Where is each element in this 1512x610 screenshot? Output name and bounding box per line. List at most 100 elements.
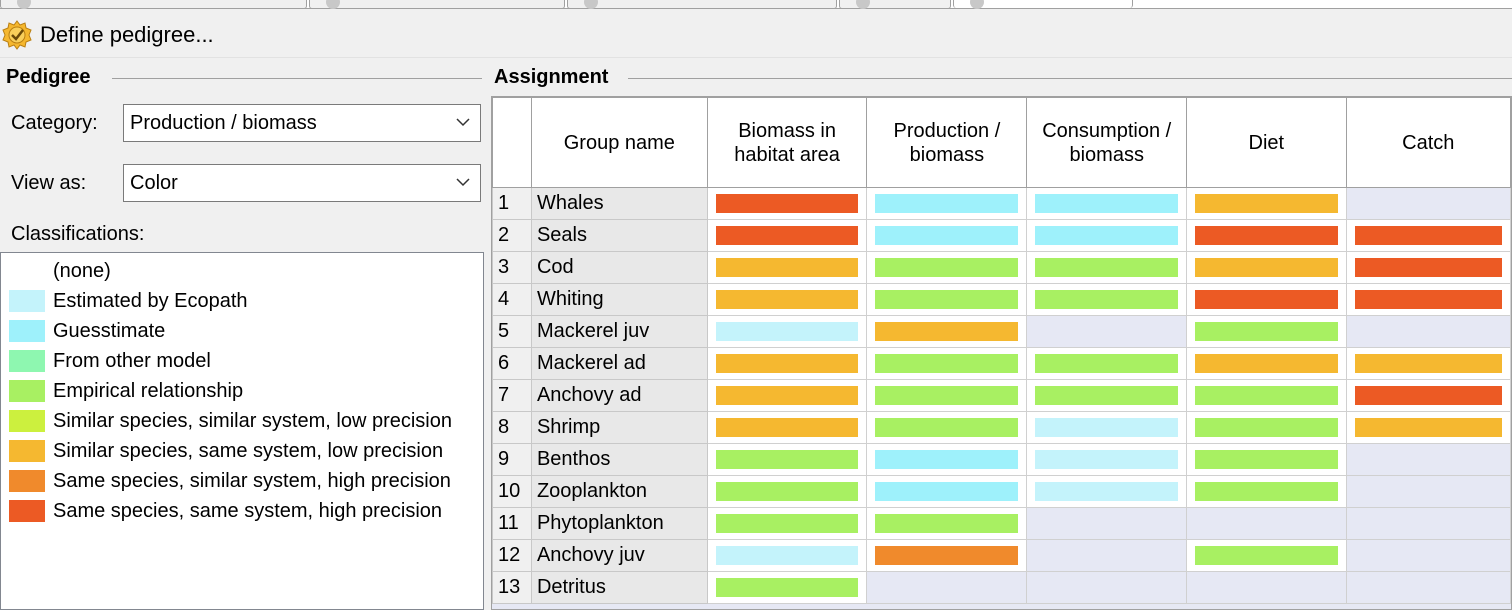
pedigree-cell[interactable] — [706, 187, 868, 220]
pedigree-cell[interactable] — [706, 475, 868, 508]
color-swatch — [9, 380, 45, 402]
pedigree-cell[interactable] — [1026, 251, 1188, 284]
pedigree-color-bar — [715, 322, 859, 341]
tab-pedigree[interactable] — [953, 0, 1133, 9]
define-pedigree-button[interactable]: Define pedigree... — [2, 19, 214, 51]
pedigree-cell — [1345, 507, 1511, 540]
pedigree-cell[interactable] — [866, 379, 1028, 412]
tab-1[interactable] — [0, 0, 307, 9]
pedigree-cell[interactable] — [706, 443, 868, 476]
classification-item[interactable]: Guesstimate — [9, 316, 165, 346]
tab-4[interactable] — [839, 0, 951, 9]
pedigree-cell[interactable] — [866, 475, 1028, 508]
pedigree-cell[interactable] — [866, 443, 1028, 476]
pedigree-cell[interactable] — [1186, 475, 1347, 508]
grid-header-row: Group name Biomass in habitat area Product… — [492, 97, 1511, 188]
group-name-header[interactable]: Group name — [530, 97, 708, 188]
classification-item[interactable]: Same species, similar system, high preci… — [9, 466, 451, 496]
pedigree-cell[interactable] — [1186, 539, 1347, 572]
pedigree-color-bar — [1195, 258, 1338, 277]
classification-item[interactable]: Similar species, similar system, low pre… — [9, 406, 452, 436]
pedigree-cell[interactable] — [706, 539, 868, 572]
pedigree-cell[interactable] — [866, 507, 1028, 540]
pedigree-cell[interactable] — [1345, 219, 1511, 252]
pedigree-cell — [1186, 571, 1347, 604]
pedigree-cell[interactable] — [1345, 411, 1511, 444]
assignment-group-title: Assignment — [494, 66, 617, 89]
pedigree-cell[interactable] — [706, 507, 868, 540]
column-header[interactable]: Consumption / biomass — [1026, 97, 1188, 188]
table-row: 9 Benthos — [492, 443, 1511, 476]
viewas-select[interactable]: Color — [123, 164, 481, 202]
classification-item[interactable]: (none) — [9, 256, 111, 286]
classification-item[interactable]: Same species, same system, high precisio… — [9, 496, 442, 526]
pedigree-cell[interactable] — [866, 315, 1028, 348]
pedigree-cell[interactable] — [1026, 411, 1188, 444]
classifications-list[interactable]: (none) Estimated by Ecopath Guesstimate Fro… — [0, 252, 484, 610]
pedigree-cell[interactable] — [1026, 219, 1188, 252]
pedigree-color-bar — [1035, 386, 1179, 405]
pedigree-cell[interactable] — [866, 187, 1028, 220]
viewas-value: Color — [130, 171, 178, 194]
pedigree-cell[interactable] — [1186, 347, 1347, 380]
pedigree-cell[interactable] — [1186, 251, 1347, 284]
pedigree-cell[interactable] — [1026, 475, 1188, 508]
pedigree-cell[interactable] — [706, 571, 868, 604]
pedigree-cell[interactable] — [1345, 347, 1511, 380]
pedigree-cell[interactable] — [1026, 379, 1188, 412]
pedigree-color-bar — [1195, 354, 1338, 373]
pedigree-color-bar — [1195, 418, 1338, 437]
classification-item[interactable]: Empirical relationship — [9, 376, 243, 406]
pedigree-color-bar — [875, 482, 1019, 501]
pedigree-color-bar — [1195, 194, 1338, 213]
pedigree-cell[interactable] — [1026, 283, 1188, 316]
pedigree-cell[interactable] — [1186, 219, 1347, 252]
pedigree-cell[interactable] — [866, 347, 1028, 380]
classification-item[interactable]: Estimated by Ecopath — [9, 286, 248, 316]
pedigree-cell[interactable] — [1345, 251, 1511, 284]
classification-label: Same species, same system, high precisio… — [53, 499, 443, 522]
pedigree-cell[interactable] — [1186, 379, 1347, 412]
pedigree-cell[interactable] — [706, 315, 868, 348]
pedigree-cell[interactable] — [866, 539, 1028, 572]
pedigree-cell[interactable] — [1026, 443, 1188, 476]
assignment-grid[interactable]: Group name Biomass in habitat area Product… — [491, 96, 1512, 610]
pedigree-cell[interactable] — [706, 411, 868, 444]
pedigree-cell[interactable] — [1186, 411, 1347, 444]
pedigree-cell[interactable] — [1345, 379, 1511, 412]
pedigree-cell[interactable] — [1186, 283, 1347, 316]
pedigree-cell[interactable] — [1026, 187, 1188, 220]
pedigree-color-bar — [875, 258, 1019, 277]
column-header[interactable]: Production / biomass — [866, 97, 1028, 188]
tab-2[interactable] — [309, 0, 565, 9]
category-select[interactable]: Production / biomass — [123, 104, 481, 142]
pedigree-cell[interactable] — [706, 251, 868, 284]
pedigree-cell — [1345, 187, 1511, 220]
group-name-cell: Mackerel ad — [530, 347, 708, 380]
pedigree-cell[interactable] — [706, 219, 868, 252]
pedigree-cell[interactable] — [866, 283, 1028, 316]
pedigree-cell[interactable] — [1186, 315, 1347, 348]
pedigree-cell[interactable] — [706, 347, 868, 380]
tab-3[interactable] — [567, 0, 837, 9]
pedigree-cell[interactable] — [706, 379, 868, 412]
column-header[interactable]: Diet — [1186, 97, 1347, 188]
column-header[interactable]: Catch — [1345, 97, 1511, 188]
pedigree-cell[interactable] — [1186, 187, 1347, 220]
pedigree-cell — [1345, 475, 1511, 508]
pedigree-cell[interactable] — [866, 251, 1028, 284]
classifications-label: Classifications: — [11, 223, 145, 245]
pedigree-cell[interactable] — [1186, 443, 1347, 476]
pedigree-cell[interactable] — [1026, 347, 1188, 380]
tab-icon — [17, 0, 31, 9]
group-name-cell: Cod — [530, 251, 708, 284]
classification-item[interactable]: From other model — [9, 346, 211, 376]
pedigree-cell[interactable] — [866, 411, 1028, 444]
group-name-cell: Anchovy ad — [530, 379, 708, 412]
pedigree-cell[interactable] — [706, 283, 868, 316]
classification-item[interactable]: Similar species, same system, low precis… — [9, 436, 443, 466]
pedigree-color-bar — [715, 514, 859, 533]
pedigree-cell[interactable] — [866, 219, 1028, 252]
column-header[interactable]: Biomass in habitat area — [706, 97, 868, 188]
pedigree-cell[interactable] — [1345, 283, 1511, 316]
